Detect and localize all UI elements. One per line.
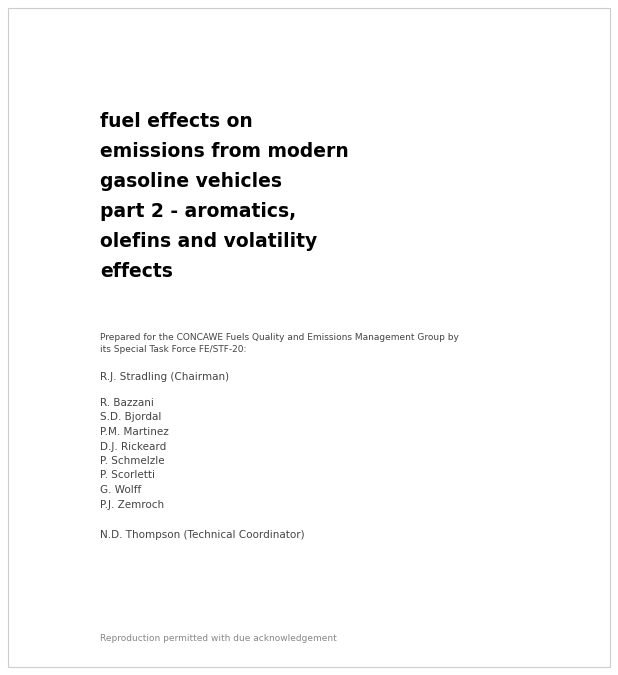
Text: part 2 - aromatics,: part 2 - aromatics, bbox=[100, 202, 296, 221]
Text: R. Bazzani: R. Bazzani bbox=[100, 398, 154, 408]
Text: Prepared for the CONCAWE Fuels Quality and Emissions Management Group by
its Spe: Prepared for the CONCAWE Fuels Quality a… bbox=[100, 333, 459, 354]
Text: N.D. Thompson (Technical Coordinator): N.D. Thompson (Technical Coordinator) bbox=[100, 530, 305, 540]
Text: emissions from modern: emissions from modern bbox=[100, 142, 349, 161]
Text: P.M. Martinez: P.M. Martinez bbox=[100, 427, 169, 437]
Text: Reproduction permitted with due acknowledgement: Reproduction permitted with due acknowle… bbox=[100, 634, 337, 643]
Text: gasoline vehicles: gasoline vehicles bbox=[100, 172, 282, 191]
Text: D.J. Rickeard: D.J. Rickeard bbox=[100, 441, 166, 452]
Text: S.D. Bjordal: S.D. Bjordal bbox=[100, 412, 161, 423]
Text: fuel effects on: fuel effects on bbox=[100, 112, 253, 131]
Text: P.J. Zemroch: P.J. Zemroch bbox=[100, 500, 164, 510]
Text: R.J. Stradling (Chairman): R.J. Stradling (Chairman) bbox=[100, 372, 229, 382]
Text: P. Schmelzle: P. Schmelzle bbox=[100, 456, 164, 466]
Text: G. Wolff: G. Wolff bbox=[100, 485, 142, 495]
Text: P. Scorletti: P. Scorletti bbox=[100, 470, 155, 481]
Text: effects: effects bbox=[100, 262, 173, 281]
Text: olefins and volatility: olefins and volatility bbox=[100, 232, 317, 251]
